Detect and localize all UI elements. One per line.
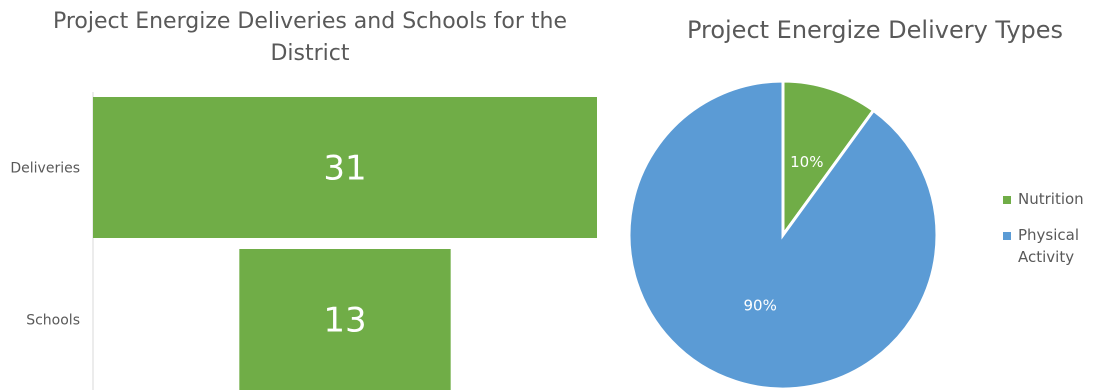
pie-chart: 10% 90% <box>627 79 939 390</box>
legend-item-nutrition: Nutrition <box>1000 188 1100 210</box>
pie-slice-physical-activity <box>627 79 939 390</box>
bar-value-label: 31 <box>323 149 366 189</box>
bar-schools <box>239 249 451 390</box>
legend-swatch <box>1003 232 1011 240</box>
pie-slice-nutrition <box>781 79 876 240</box>
legend-label: Physical Activity <box>1018 226 1080 266</box>
legend-item-physical-activity: Physical Activity <box>1000 224 1100 268</box>
bar-deliveries <box>93 97 597 238</box>
legend-swatch <box>1003 196 1011 204</box>
bar-value-label: 13 <box>323 301 366 341</box>
pie-chart-title: Project Energize Delivery Types <box>686 16 1064 44</box>
category-label: Deliveries <box>10 161 80 177</box>
category-label: Schools <box>26 313 80 329</box>
bar-chart: 31 Deliveries 13 Schools <box>10 92 597 390</box>
bar-chart-title: Project Energize Deliveries and Schools … <box>52 9 568 66</box>
pie-data-label: 90% <box>743 296 776 314</box>
pie-data-label: 10% <box>790 153 823 171</box>
pie-legend: Nutrition Physical Activity <box>1000 188 1100 282</box>
legend-label: Nutrition <box>1018 190 1084 208</box>
